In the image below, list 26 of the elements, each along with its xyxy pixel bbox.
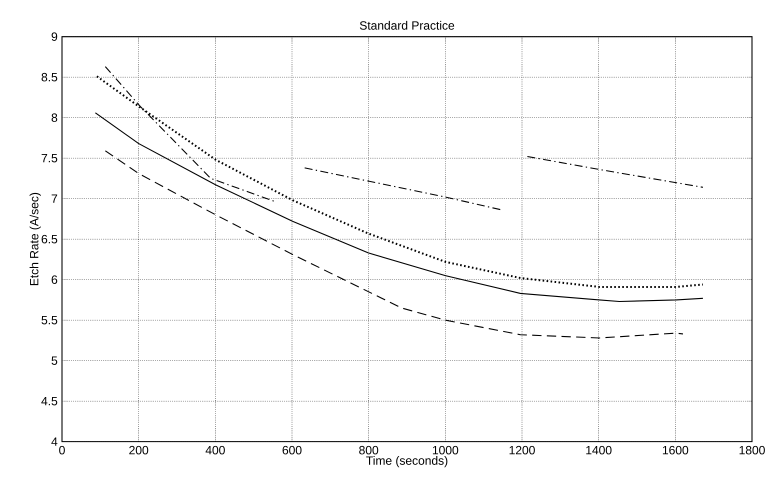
x-tick-label: 1000 bbox=[432, 446, 458, 454]
y-tick-label: 6.5 bbox=[42, 234, 58, 244]
y-tick-label: 7.5 bbox=[42, 154, 58, 162]
x-tick-label: 400 bbox=[206, 446, 225, 454]
y-tick-label: 5.5 bbox=[42, 316, 58, 324]
x-tick-label: 1800 bbox=[740, 446, 765, 454]
x-tick-label: 1600 bbox=[662, 446, 688, 454]
y-tick-label: 4.5 bbox=[41, 396, 58, 406]
y-tick-label: 9 bbox=[52, 32, 58, 41]
x-axis-title: Time (seconds) bbox=[366, 456, 448, 468]
x-tick-label: 0 bbox=[59, 446, 65, 454]
chart-title: Standard Practice bbox=[360, 20, 454, 30]
line-series bbox=[104, 150, 684, 339]
y-axis-title: Etch Rate (A/sec) bbox=[30, 192, 41, 286]
x-tick-label: 1200 bbox=[510, 446, 535, 454]
x-tick-label: 600 bbox=[282, 446, 302, 454]
y-tick-label: 5 bbox=[52, 356, 58, 365]
x-tick-label: 1400 bbox=[586, 446, 612, 454]
line-series bbox=[94, 112, 704, 302]
y-tick-label: 4 bbox=[51, 438, 58, 446]
y-tick-label: 8 bbox=[52, 113, 58, 122]
y-tick-label: 8.5 bbox=[42, 72, 58, 82]
y-tick-label: 6 bbox=[52, 275, 58, 284]
x-tick-label: 200 bbox=[129, 446, 148, 454]
y-tick-label: 7 bbox=[52, 194, 58, 203]
x-tick-label: 800 bbox=[359, 446, 378, 454]
